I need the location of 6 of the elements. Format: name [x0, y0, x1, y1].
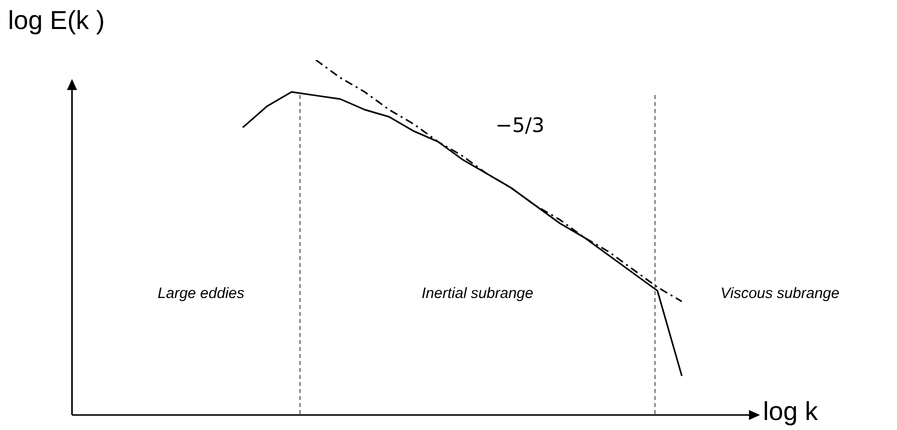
annotation: −5/3 — [496, 113, 544, 138]
x-axis-title: log k — [763, 396, 819, 426]
y-axis-title: log E(k ) — [8, 5, 105, 36]
annotation: Large eddies — [158, 285, 245, 302]
annotation: Viscous subrange — [720, 285, 840, 302]
annotation: Inertial subrange — [422, 285, 534, 302]
